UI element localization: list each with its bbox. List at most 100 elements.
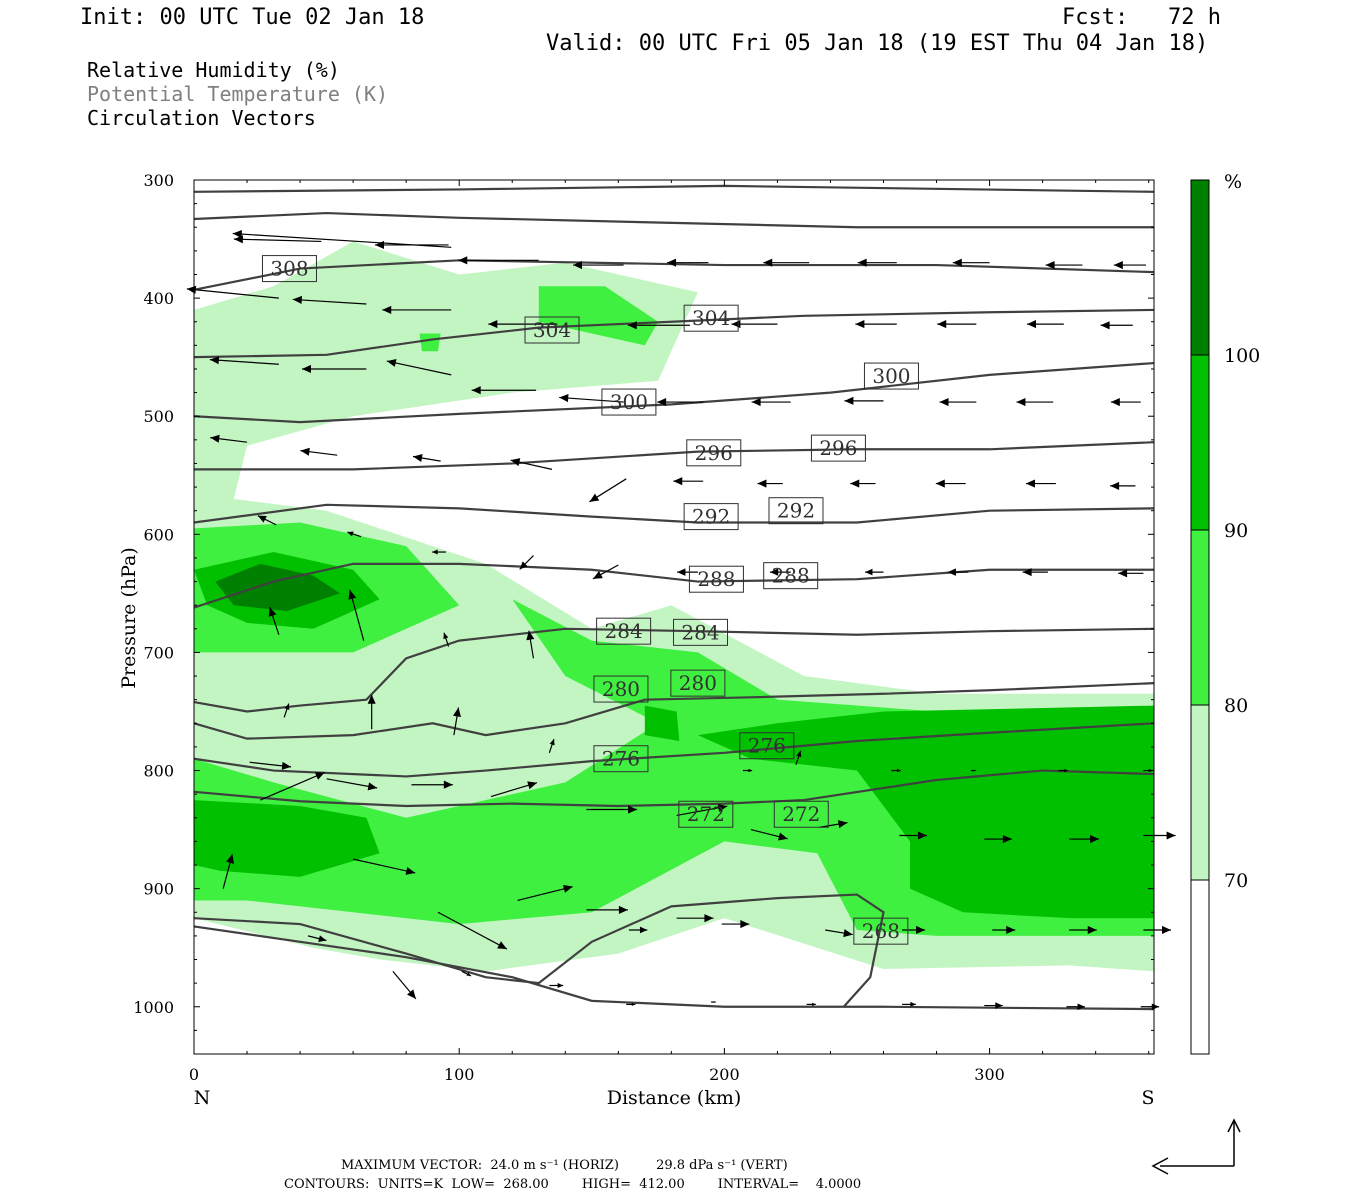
circulation-vector xyxy=(222,853,234,889)
contour-label: 288 xyxy=(763,562,819,590)
circulation-vector xyxy=(850,479,876,488)
circulation-vector xyxy=(300,447,338,456)
valid-time-label: Valid: 00 UTC Fri 05 Jan 18 (19 EST Thu … xyxy=(546,31,1209,56)
circulation-vector xyxy=(382,305,452,314)
rh-region-100-10 xyxy=(215,563,340,612)
circulation-vector xyxy=(412,453,441,462)
circulation-vector xyxy=(757,479,783,488)
x-tick-label: 200 xyxy=(709,1065,740,1084)
theta-contour-292-6 xyxy=(193,503,1155,524)
circulation-vector xyxy=(1110,397,1141,407)
reference-vector-icon xyxy=(1151,1118,1241,1175)
x-axis-title: Distance (km) xyxy=(607,1087,742,1109)
circulation-vector xyxy=(249,761,292,770)
contour-label-text: 300 xyxy=(872,364,910,388)
x-end-label-right: S xyxy=(1141,1087,1154,1109)
circulation-vector xyxy=(992,925,1016,935)
contour-label-text: 284 xyxy=(605,619,643,643)
circulation-vector xyxy=(519,555,534,570)
contour-label: 300 xyxy=(863,362,919,390)
y-tick-label: 1000 xyxy=(133,998,174,1017)
colorbar-band xyxy=(1191,705,1209,880)
contour-label: 276 xyxy=(739,732,795,760)
legend-theta: Potential Temperature (K) xyxy=(87,82,389,106)
circulation-vector xyxy=(490,781,538,798)
circulation-vector xyxy=(947,568,969,576)
contour-label-text: 268 xyxy=(862,919,900,943)
circulation-vector xyxy=(902,1001,916,1007)
contour-label: 272 xyxy=(773,800,829,828)
y-tick-label: 600 xyxy=(143,525,174,544)
contour-label-text: 296 xyxy=(819,436,857,460)
circulation-vector xyxy=(292,295,367,305)
circulation-vector xyxy=(411,780,453,789)
y-tick-label: 700 xyxy=(143,643,174,662)
contour-label: 268 xyxy=(853,917,909,945)
circulation-vector xyxy=(283,703,290,718)
contour-label: 304 xyxy=(683,304,739,332)
circulation-vector xyxy=(935,479,966,488)
x-tick-label: 100 xyxy=(444,1065,475,1084)
contour-label: 296 xyxy=(810,434,866,462)
circulation-vector xyxy=(307,935,327,942)
circulation-vector xyxy=(374,240,449,250)
contour-label-text: 272 xyxy=(687,802,725,826)
circulation-vector xyxy=(984,834,1012,844)
circulation-vector xyxy=(857,258,897,267)
circulation-vector xyxy=(899,831,928,840)
theta-contour-308-1 xyxy=(193,211,1154,229)
theta-contour-284-8 xyxy=(193,627,1155,713)
circulation-vector xyxy=(549,983,564,988)
vector-layer xyxy=(186,230,1176,1011)
circulation-vector xyxy=(1045,260,1083,270)
circulation-vector xyxy=(1022,568,1048,577)
theta-contour-280-9 xyxy=(193,682,1155,740)
circulation-vector xyxy=(432,549,446,555)
colorbar-frame xyxy=(1190,179,1210,1055)
circulation-vector xyxy=(769,568,791,576)
x-tick-label: 300 xyxy=(974,1065,1005,1084)
contour-label: 284 xyxy=(596,617,652,645)
circulation-vector xyxy=(627,321,690,330)
axis-layer: 300 400 500 600 700 800 900 1000 0 100 200 300 xyxy=(133,171,1154,1084)
contour-label-text: 308 xyxy=(270,257,308,281)
theta-contour-288-7 xyxy=(193,562,1154,609)
circulation-vector xyxy=(676,803,728,817)
circulation-vector xyxy=(453,707,462,736)
circulation-vector xyxy=(471,386,537,395)
circulation-vector xyxy=(628,926,648,934)
circulation-vector xyxy=(257,515,277,526)
circulation-vector xyxy=(526,630,535,659)
contour-label: 300 xyxy=(601,388,657,416)
contour-label: 308 xyxy=(261,255,317,283)
contour-label-text: 272 xyxy=(782,802,820,826)
circulation-vector xyxy=(742,768,753,773)
circulation-vector xyxy=(763,258,810,267)
contour-label: 292 xyxy=(768,497,824,525)
circulation-vector xyxy=(657,397,704,407)
circulation-vector xyxy=(573,260,624,270)
contour-label: 296 xyxy=(686,439,742,467)
theta-contour-272-11 xyxy=(193,769,1155,808)
theta-contour-300-4 xyxy=(193,361,1155,424)
circulation-vector xyxy=(711,1001,716,1003)
circulation-vector xyxy=(586,905,628,914)
circulation-vector xyxy=(865,568,884,576)
circulation-vector xyxy=(673,477,704,486)
circulation-vector xyxy=(209,356,279,365)
forecast-hour-label: Fcst: 72 h xyxy=(1062,5,1221,30)
y-tick-label: 800 xyxy=(143,762,174,781)
colorbar-band xyxy=(1191,880,1209,1054)
circulation-vector xyxy=(586,805,638,814)
colorbar-tick-label: 80 xyxy=(1224,695,1248,717)
contour-label-text: 276 xyxy=(748,734,786,758)
circulation-vector xyxy=(626,1002,636,1007)
colorbar-band xyxy=(1191,180,1209,355)
contour-label: 284 xyxy=(673,618,729,646)
circulation-vector xyxy=(795,750,802,765)
footer-contours: CONTOURS: UNITS=K LOW= 268.00 HIGH= 412.… xyxy=(284,1177,862,1192)
circulation-vector xyxy=(1027,320,1064,329)
colorbar-tick-label: 100 xyxy=(1224,345,1260,367)
contour-label-text: 280 xyxy=(602,677,640,701)
